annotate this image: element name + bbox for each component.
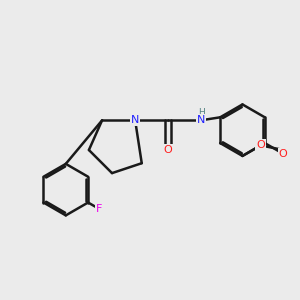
Text: O: O [256,140,265,150]
Text: O: O [164,145,172,155]
Text: N: N [197,115,206,125]
Text: O: O [279,148,287,159]
Text: N: N [131,115,139,125]
Text: F: F [96,204,102,214]
Text: H: H [198,107,205,116]
